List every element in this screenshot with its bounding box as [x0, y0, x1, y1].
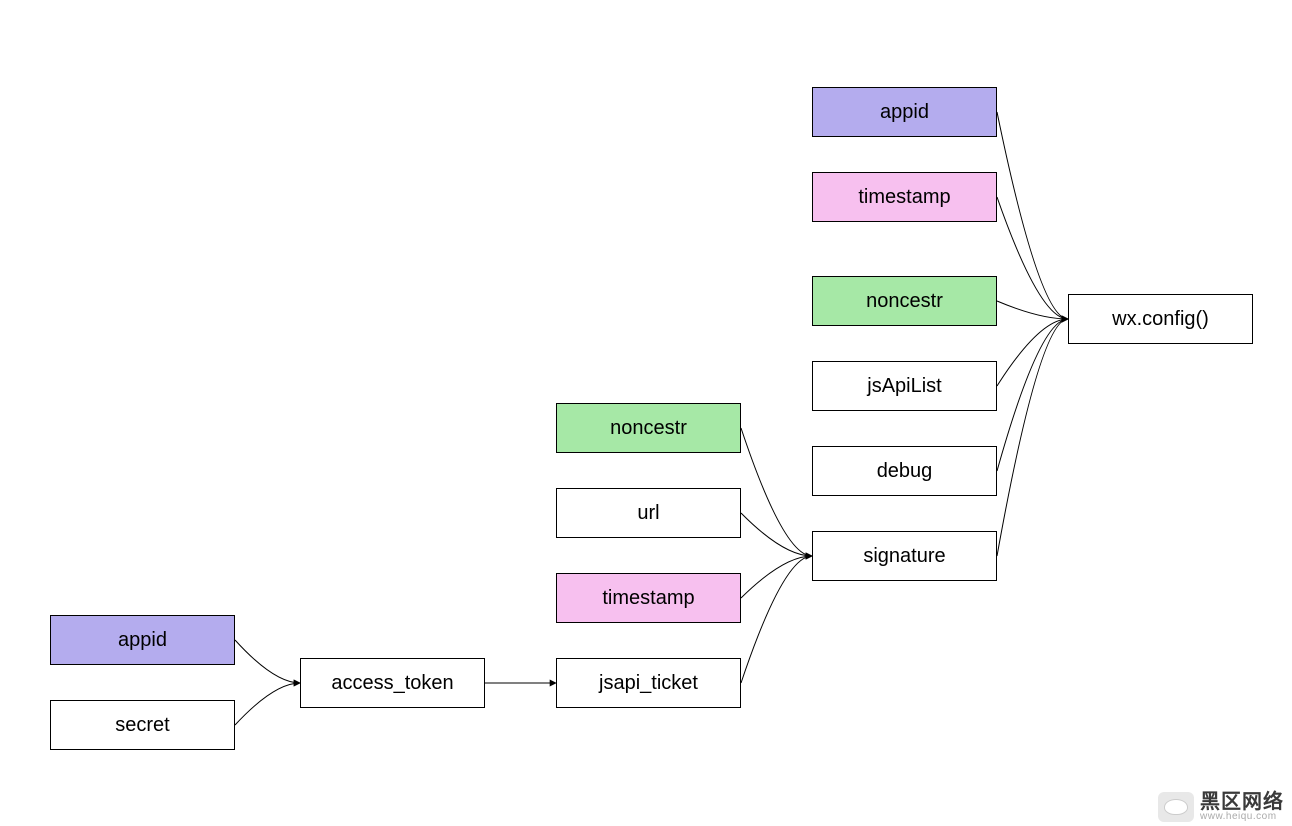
node-jsapi_ticket: jsapi_ticket	[556, 658, 741, 708]
node-access_token: access_token	[300, 658, 485, 708]
edge-noncestr1-to-signature	[741, 428, 812, 556]
node-secret: secret	[50, 700, 235, 750]
edge-appid1-to-access_token	[235, 640, 300, 683]
edge-url-to-signature	[741, 513, 812, 556]
watermark-cn: 黑区网络	[1200, 792, 1284, 812]
node-timestamp1: timestamp	[556, 573, 741, 623]
edge-jsapi_ticket-to-signature	[741, 556, 812, 683]
edge-signature-to-wxconfig	[997, 319, 1068, 556]
node-noncestr2: noncestr	[812, 276, 997, 326]
edge-timestamp1-to-signature	[741, 556, 812, 598]
node-noncestr1: noncestr	[556, 403, 741, 453]
node-wxconfig: wx.config()	[1068, 294, 1253, 344]
edge-secret-to-access_token	[235, 683, 300, 725]
node-appid1: appid	[50, 615, 235, 665]
node-appid2: appid	[812, 87, 997, 137]
node-jsapilist: jsApiList	[812, 361, 997, 411]
edge-appid2-to-wxconfig	[997, 112, 1068, 319]
watermark-en: www.heiqu.com	[1200, 812, 1284, 822]
node-url: url	[556, 488, 741, 538]
edge-jsapilist-to-wxconfig	[997, 319, 1068, 386]
watermark: 黑区网络 www.heiqu.com	[1158, 792, 1284, 822]
mushroom-icon	[1164, 799, 1188, 815]
edge-timestamp2-to-wxconfig	[997, 197, 1068, 319]
edge-noncestr2-to-wxconfig	[997, 301, 1068, 319]
node-timestamp2: timestamp	[812, 172, 997, 222]
watermark-logo	[1158, 792, 1194, 822]
edge-debug-to-wxconfig	[997, 319, 1068, 471]
node-debug: debug	[812, 446, 997, 496]
node-signature: signature	[812, 531, 997, 581]
